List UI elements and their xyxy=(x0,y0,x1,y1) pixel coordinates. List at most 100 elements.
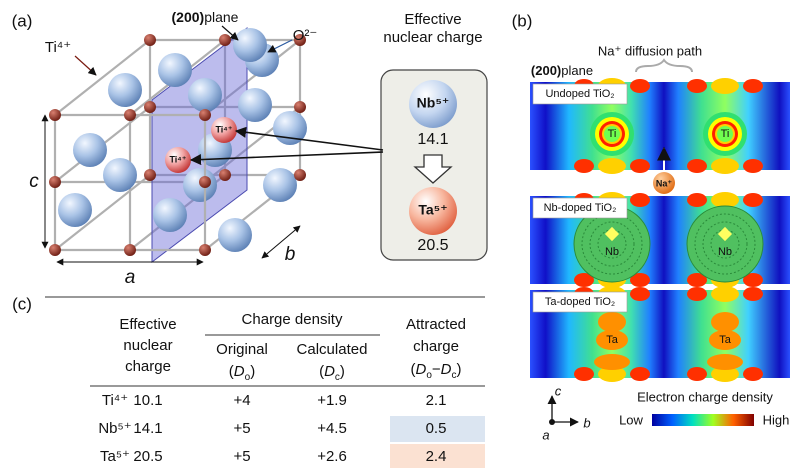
titanium-atom xyxy=(49,176,61,188)
text-part: (200) xyxy=(172,9,205,25)
high-density-spot xyxy=(687,287,707,301)
table-cell: 10.1 xyxy=(133,392,162,409)
titanium-atom xyxy=(144,101,156,113)
axis-label: c xyxy=(29,171,39,192)
panel-label: (c) xyxy=(12,294,32,313)
titanium-atom xyxy=(219,34,231,46)
titanium-atom xyxy=(144,34,156,46)
atom-label: Ti⁴⁺ xyxy=(169,154,186,164)
row-label: Nb⁵⁺ xyxy=(98,420,131,437)
high-density-spot xyxy=(687,79,707,93)
mid-density-spot xyxy=(598,158,626,174)
oxygen-atom xyxy=(263,168,297,202)
text-part: ) xyxy=(457,361,462,378)
high-density-spot xyxy=(743,287,763,301)
charge-value: 14.1 xyxy=(417,131,448,148)
text-part: ) xyxy=(250,363,255,380)
mid-density-spot xyxy=(711,158,739,174)
titanium-atom xyxy=(199,109,211,121)
colorbar-title: Electron charge density xyxy=(637,389,773,404)
atom-label: Ti⁴⁺ xyxy=(215,124,232,134)
oxygen-atom xyxy=(73,133,107,167)
header-cell: Charge density xyxy=(242,311,343,328)
colorbar-label: High xyxy=(763,412,790,427)
titanium-atom xyxy=(219,169,231,181)
high-density-spot xyxy=(687,193,707,207)
header-cell: (Do−Dc) xyxy=(410,361,461,381)
high-density-spot xyxy=(743,367,763,381)
colorbar xyxy=(652,414,754,426)
page-body: { "panel_a": { "label": "(a)", "plane_la… xyxy=(0,0,800,468)
oxygen-atom xyxy=(218,218,252,252)
titanium-atom xyxy=(49,109,61,121)
titanium-label: Ti⁴⁺ xyxy=(45,39,71,56)
oxygen-atom xyxy=(238,88,272,122)
header-cell: (Dc) xyxy=(319,363,345,383)
high-density-spot xyxy=(743,79,763,93)
oxygen-atom xyxy=(233,28,267,62)
density-blob xyxy=(711,312,739,332)
text-part: − xyxy=(432,361,441,378)
table-cell: +4 xyxy=(233,392,250,409)
high-density-spot xyxy=(743,193,763,207)
high-density-spot xyxy=(687,159,707,173)
plane-label: (200)plane xyxy=(531,63,593,78)
figure: (a)Ti⁴⁺Ti⁴⁺(200)planeO²⁻Ti⁴⁺cabEffective… xyxy=(0,0,800,468)
ion-label: Nb⁵⁺ xyxy=(417,95,450,111)
text-part: D xyxy=(324,363,335,380)
table-cell: 14.1 xyxy=(133,420,162,437)
row-label: Ta⁵⁺ xyxy=(100,448,130,465)
header-cell: Attracted xyxy=(406,316,466,333)
titanium-atom xyxy=(294,169,306,181)
page: Figure html, body { margin: 0; padding: … xyxy=(0,0,800,468)
high-density-spot xyxy=(574,367,594,381)
table-cell: 0.5 xyxy=(426,420,447,437)
atom-label: Nb xyxy=(718,246,732,258)
axis-label: b xyxy=(583,415,590,430)
titanium-atom xyxy=(144,169,156,181)
high-density-spot xyxy=(630,79,650,93)
path-label: Na⁺ diffusion path xyxy=(598,43,702,58)
density-blob xyxy=(707,354,743,370)
text-part: plane xyxy=(561,63,593,78)
plane-label: (200)plane xyxy=(172,9,239,25)
table-cell: +4.5 xyxy=(317,420,347,437)
density-blob xyxy=(594,354,630,370)
titanium-atom xyxy=(124,109,136,121)
header-cell: Effective xyxy=(119,316,176,333)
box-title: Effective xyxy=(404,11,461,28)
high-density-spot xyxy=(687,367,707,381)
oxygen-atom xyxy=(108,73,142,107)
titanium-atom xyxy=(49,244,61,256)
high-density-spot xyxy=(743,159,763,173)
text-part: plane xyxy=(204,9,238,25)
table-cell: +5 xyxy=(233,420,250,437)
table-cell: 2.1 xyxy=(426,392,447,409)
table-cell: 20.5 xyxy=(133,448,162,465)
high-density-spot xyxy=(574,159,594,173)
text-part: ) xyxy=(340,363,345,380)
high-density-spot xyxy=(630,193,650,207)
header-cell: Original xyxy=(216,341,268,358)
oxygen-atom xyxy=(153,198,187,232)
oxygen-label: O²⁻ xyxy=(293,27,318,44)
density-blob xyxy=(598,312,626,332)
header-cell: charge xyxy=(125,358,171,375)
table-cell: 2.4 xyxy=(426,448,447,465)
mid-density-spot xyxy=(711,78,739,94)
panel-label: (b) xyxy=(512,11,533,30)
density-disk xyxy=(687,206,763,282)
colorbar-label: Low xyxy=(619,412,643,427)
oxygen-atom xyxy=(158,53,192,87)
box-title: nuclear charge xyxy=(383,29,482,46)
oxygen-atom xyxy=(58,193,92,227)
brace xyxy=(636,60,692,72)
oxygen-atom xyxy=(103,158,137,192)
axis-label: c xyxy=(555,383,562,398)
axis-label: a xyxy=(125,267,136,288)
row-label: Ti⁴⁺ xyxy=(102,392,128,409)
atom-label: Ta xyxy=(606,334,619,346)
map-title: Nb-doped TiO₂ xyxy=(544,202,617,214)
high-density-spot xyxy=(630,159,650,173)
axis-label: b xyxy=(285,244,296,265)
